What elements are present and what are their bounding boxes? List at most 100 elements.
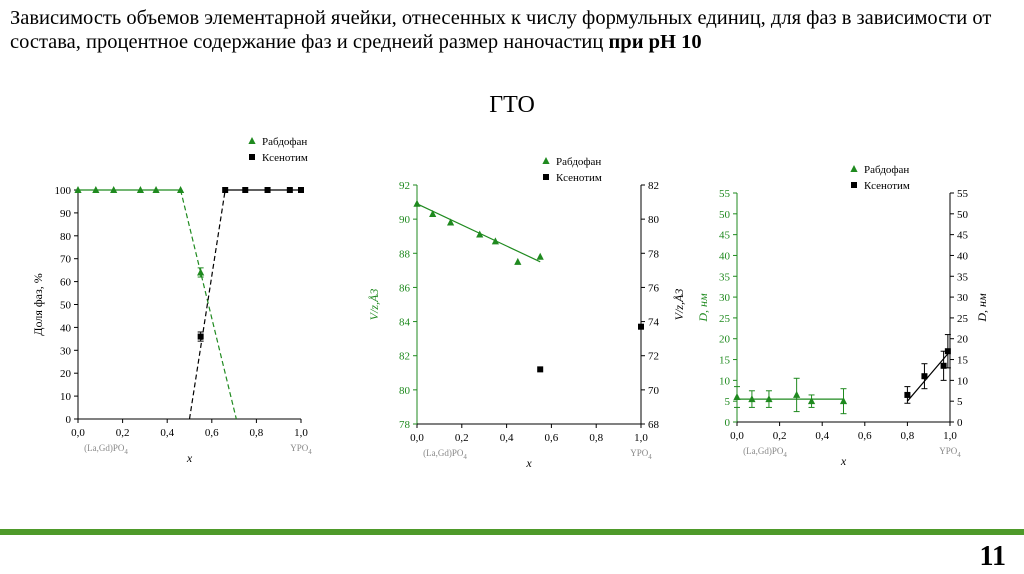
- chart3-series1-point: [765, 395, 773, 403]
- chart3-series2-point: [944, 348, 951, 355]
- chart2-y-tick-label-left: 90: [399, 214, 411, 226]
- chart1-y-tick-label-left: 40: [60, 322, 72, 334]
- chart2-legend-marker: [543, 174, 549, 180]
- chart3-y-tick-label-right: 20: [957, 334, 969, 346]
- chart2-series1-point: [413, 199, 421, 207]
- chart1-y-tick-label-left: 80: [60, 231, 72, 243]
- chart2-y-tick-label-left: 84: [399, 317, 411, 329]
- chart3-y-tick-label-left: 10: [719, 375, 731, 387]
- chart2-series1-point: [514, 257, 522, 265]
- slide-title-main: Зависимость объемов элементарной ячейки,…: [10, 7, 992, 53]
- chart2-legend-marker: [542, 157, 550, 164]
- chart1-series1-point: [176, 186, 185, 193]
- chart3-x-tick-label: 0,2: [773, 430, 787, 442]
- chart3-y-label-right: D, нм: [975, 293, 989, 323]
- chart2-legend-label: Ксенотим: [556, 172, 602, 184]
- chart2-y-tick-label-right: 80: [648, 214, 660, 226]
- chart3-y-tick-label-right: 55: [957, 188, 969, 200]
- chart1-series1-point: [92, 186, 100, 193]
- chart3-series1-point: [807, 397, 816, 405]
- chart3-y-tick-label-left: 50: [719, 209, 731, 221]
- chart3-x-tick-label: 0,0: [730, 430, 744, 442]
- chart2-x-label: x: [525, 456, 532, 470]
- chart3-legend-label: Рабдофан: [864, 164, 909, 176]
- chart1-y-tick-label-left: 60: [60, 277, 72, 289]
- chart1-x-tick-label: 1,0: [294, 427, 308, 439]
- chart1-y-tick-label-left: 70: [60, 254, 72, 266]
- chart2-series2-point: [638, 323, 644, 330]
- chart3-y-tick-label-right: 5: [957, 396, 963, 408]
- chart2-y-label-left: V/z,Å3: [367, 289, 381, 321]
- chart2-y-tick-label-right: 78: [648, 248, 660, 260]
- chart2-series1-point: [536, 252, 544, 260]
- chart1-series2-fit-line: [188, 189, 226, 420]
- chart3-x-label: x: [840, 454, 847, 468]
- page-number: 11: [979, 541, 1006, 572]
- chart3-y-tick-label-left: 15: [719, 355, 731, 367]
- chart1-series2-point: [264, 187, 271, 193]
- chart1-y-tick-label-left: 90: [60, 208, 72, 220]
- chart1-x-tick-label: 0,4: [160, 427, 174, 439]
- chart2-x-end-label-right: YPO4: [630, 448, 652, 461]
- chart3-y-tick-label-left: 30: [719, 292, 731, 304]
- chart3-x-tick-label: 0,4: [815, 430, 829, 442]
- chart3-y-tick-label-right: 10: [957, 375, 969, 387]
- chart3-y-tick-label-left: 25: [719, 313, 731, 325]
- chart2-y-tick-label-left: 80: [399, 385, 411, 397]
- chart1-series1-fit-line: [179, 189, 237, 420]
- chart1-legend-label: Рабдофан: [262, 136, 307, 148]
- chart3-series2-fit-line: [906, 350, 951, 402]
- chart2-x-tick-label: 1,0: [634, 432, 648, 444]
- chart2-x-tick-label: 0,8: [589, 432, 603, 444]
- chart3-series2-point: [940, 362, 947, 369]
- chart3-y-tick-label-left: 40: [719, 250, 731, 262]
- chart1-y-tick-label-left: 0: [66, 414, 72, 426]
- chart1-series1-point: [152, 186, 160, 193]
- chart3-x-tick-label: 0,8: [901, 430, 915, 442]
- chart3-legend-marker: [851, 182, 857, 188]
- chart1-legend-marker: [249, 154, 255, 160]
- chart1-x-label: x: [186, 451, 193, 465]
- chart2-y-label-right: V/z,Å3: [672, 289, 686, 321]
- chart3-y-tick-label-right: 30: [957, 292, 969, 304]
- slide-subtitle: ГТО: [489, 92, 535, 118]
- chart2-y-tick-label-left: 78: [399, 419, 411, 431]
- chart1-y-tick-label-left: 10: [60, 391, 72, 403]
- chart3-y-tick-label-left: 55: [719, 188, 731, 200]
- chart2-x-end-label-left: (La,Gd)PO4: [423, 448, 467, 461]
- chart3-x-tick-label: 0,6: [858, 430, 872, 442]
- chart1-legend-marker: [248, 137, 256, 144]
- chart3-y-tick-label-left: 35: [719, 271, 731, 283]
- chart1-series2-point: [222, 187, 229, 193]
- chart1-series1-point: [74, 186, 82, 193]
- chart3-series1-point: [839, 397, 848, 405]
- chart2-y-tick-label-right: 70: [648, 385, 660, 397]
- slide-title: Зависимость объемов элементарной ячейки,…: [10, 6, 1014, 54]
- chart3-series2-point: [921, 373, 928, 380]
- footer-bar: [0, 529, 1024, 535]
- chart3-series1-point: [748, 395, 756, 403]
- chart2-series1-point: [447, 218, 455, 226]
- chart1-x-tick-label: 0,8: [250, 427, 264, 439]
- chart2-series1-point: [491, 237, 499, 245]
- chart3-y-tick-label-right: 35: [957, 271, 969, 283]
- chart1-series1-point: [110, 186, 118, 193]
- chart2-y-tick-label-left: 92: [399, 180, 410, 192]
- chart3-y-tick-label-right: 45: [957, 230, 969, 242]
- chart1-series2-point: [286, 187, 293, 193]
- chart2-y-tick-label-right: 72: [648, 351, 659, 363]
- chart1-y-tick-label-left: 100: [55, 185, 72, 197]
- chart2-y-tick-label-left: 86: [399, 282, 411, 294]
- chart2-x-tick-label: 0,0: [410, 432, 424, 444]
- chart1-y-label-left: Доля фаз, %: [31, 273, 45, 335]
- chart1-y-tick-label-left: 20: [60, 368, 72, 380]
- chart1-legend-label: Ксенотим: [262, 152, 308, 164]
- chart1-y-tick-label-left: 50: [60, 300, 72, 312]
- chart2-y-tick-label-left: 88: [399, 248, 411, 260]
- chart2-y-tick-label-right: 82: [648, 180, 659, 192]
- chart1-series1-point: [136, 186, 145, 193]
- chart1-x-tick-label: 0,6: [205, 427, 219, 439]
- chart3-x-tick-label: 1,0: [943, 430, 957, 442]
- chart1-series1-point: [197, 268, 205, 276]
- chart3-series1-point: [733, 393, 741, 401]
